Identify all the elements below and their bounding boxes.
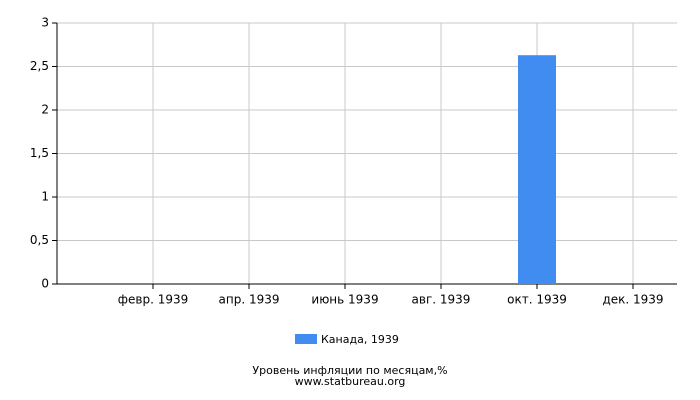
bar	[518, 55, 556, 284]
y-tick-label: 2,5	[30, 59, 49, 73]
legend-swatch	[295, 334, 317, 344]
x-tick-label: июнь 1939	[311, 293, 378, 307]
legend-label: Канада, 1939	[321, 333, 399, 346]
x-tick-label: окт. 1939	[507, 293, 567, 307]
y-tick-label: 0,5	[30, 233, 49, 247]
x-tick-label: дек. 1939	[602, 293, 663, 307]
x-tick-label: авг. 1939	[412, 293, 471, 307]
y-tick-label: 1	[41, 190, 49, 204]
x-tick-label: февр. 1939	[118, 293, 189, 307]
source: www.statbureau.org	[295, 375, 406, 388]
y-tick-label: 1,5	[30, 146, 49, 160]
y-tick-label: 0	[41, 277, 49, 291]
x-tick-label: апр. 1939	[219, 293, 280, 307]
x-axis-title: Уровень инфляции по месяцам,%	[252, 364, 447, 377]
y-tick-label: 2	[41, 103, 49, 117]
y-tick-label: 3	[41, 16, 49, 30]
